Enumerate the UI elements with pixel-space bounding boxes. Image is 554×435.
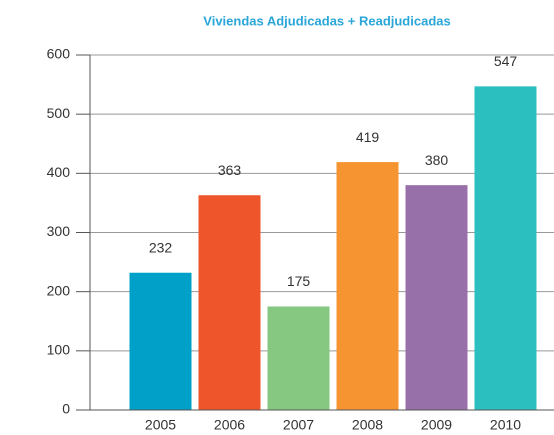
value-label: 232 <box>149 239 173 255</box>
y-tick-label: 0 <box>62 401 70 417</box>
value-label: 380 <box>425 152 449 168</box>
chart-title: Viviendas Adjudicadas + Readjudicadas <box>203 13 450 28</box>
y-tick-label: 500 <box>47 105 71 121</box>
y-tick-label: 600 <box>47 46 71 62</box>
y-tick-label: 100 <box>47 342 71 358</box>
bar <box>198 195 261 410</box>
bar <box>336 162 399 410</box>
x-tick-label: 2009 <box>421 417 452 433</box>
y-tick-label: 200 <box>47 282 71 298</box>
bar <box>267 306 330 410</box>
x-tick-label: 2010 <box>490 417 521 433</box>
y-tick-label: 300 <box>47 223 71 239</box>
x-tick-label: 2006 <box>214 417 245 433</box>
y-tick-label: 400 <box>47 164 71 180</box>
bar <box>129 272 192 410</box>
value-label: 363 <box>218 162 242 178</box>
x-tick-label: 2005 <box>145 417 176 433</box>
bar <box>405 185 468 410</box>
x-tick-label: 2008 <box>352 417 383 433</box>
x-tick-label: 2007 <box>283 417 314 433</box>
value-label: 547 <box>494 53 518 69</box>
value-label: 419 <box>356 129 380 145</box>
bar <box>474 86 537 410</box>
value-label: 175 <box>287 273 311 289</box>
